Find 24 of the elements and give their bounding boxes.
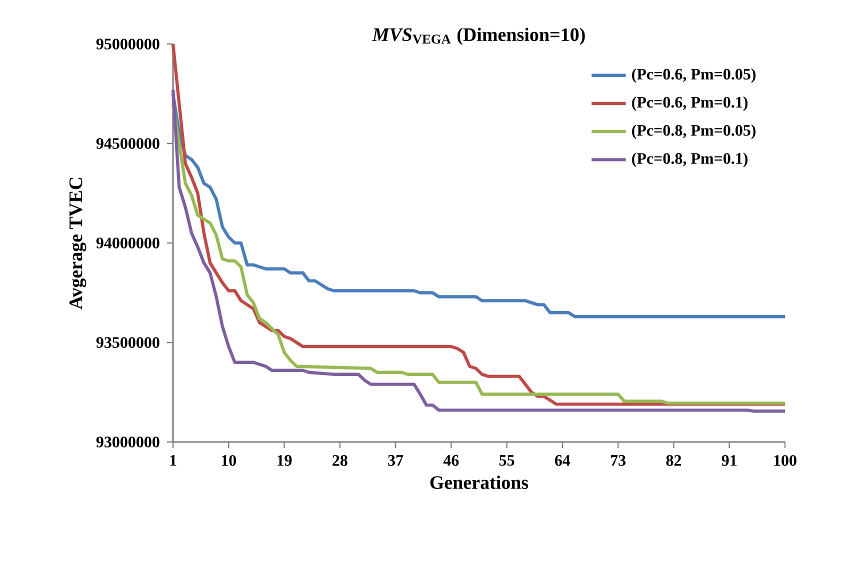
y-tick-label: 94500000 — [96, 138, 160, 149]
y-tick-label: 93000000 — [96, 436, 160, 448]
x-tick-label: 19 — [278, 455, 292, 466]
x-tick-label: 73 — [610, 455, 626, 466]
legend-label: (Pc=0.6, Pm=0.05) — [632, 68, 756, 83]
x-tick-label: 46 — [443, 455, 459, 466]
x-tick-label: 91 — [722, 455, 737, 466]
x-tick-label: 82 — [666, 455, 682, 466]
y-tick-label: 95000000 — [96, 38, 160, 50]
x-tick-label: 28 — [332, 455, 348, 466]
y-axis-title: Avgerage TVEC — [69, 178, 86, 310]
legend-label: (Pc=0.8, Pm=0.1) — [632, 152, 748, 168]
y-tick-label: 93500000 — [96, 337, 160, 348]
x-tick-label: 10 — [222, 455, 236, 466]
legend-label: (Pc=0.8, Pm=0.05) — [632, 124, 756, 140]
x-tick-label: 100 — [774, 455, 796, 466]
chart-title: MVS$_{VEGA}$ (Dimension=10) — [372, 28, 585, 45]
x-tick-label: 1 — [170, 455, 176, 466]
y-tick-label: 94000000 — [96, 238, 160, 248]
x-axis-title: Generations — [430, 476, 528, 489]
x-tick-label: 64 — [554, 455, 570, 466]
legend-label: (Pc=0.6, Pm=0.1) — [632, 96, 748, 111]
x-tick-label: 55 — [499, 455, 514, 466]
x-tick-label: 37 — [388, 455, 404, 466]
